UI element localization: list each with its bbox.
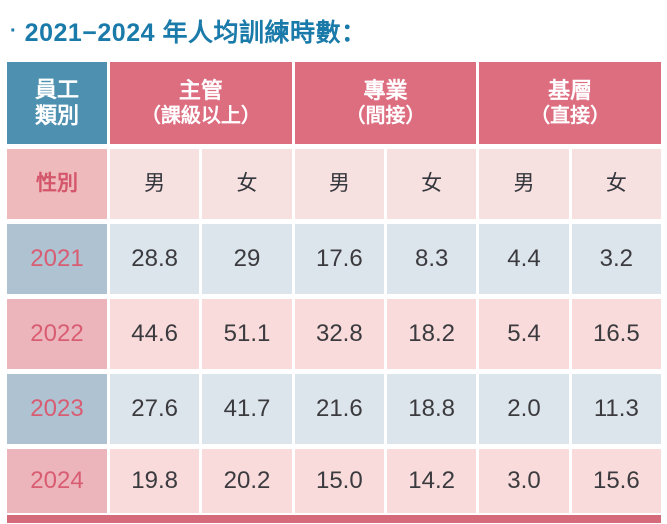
gender-header-supervisor-male: 男 <box>110 149 200 219</box>
table-cell-2023-professional-male: 21.6 <box>294 374 384 444</box>
table-cell-2024-supervisor-male: 19.8 <box>110 449 200 513</box>
table-cell-2021-professional-male: 17.6 <box>294 224 384 294</box>
gender-header-supervisor-female: 女 <box>202 149 292 219</box>
gender-header-professional-female: 女 <box>387 149 477 219</box>
table-cell-2022-supervisor-female: 51.1 <box>202 299 292 369</box>
title-text: 2021−2024 年人均訓練時數： <box>24 19 367 47</box>
table-cell-2021-supervisor-female: 29 <box>202 224 292 294</box>
group-header-professional: 專業 （間接） <box>294 62 477 144</box>
group-header-general-subtitle: （直接） <box>530 105 611 128</box>
table-cell-2021-general-male: 4.4 <box>479 224 569 294</box>
table-cell-2022-supervisor-male: 44.6 <box>110 299 200 369</box>
table-cell-2024-general-male: 3.0 <box>479 449 569 513</box>
table-cell-2022-general-male: 5.4 <box>479 299 569 369</box>
year-label-2023: 2023 <box>7 374 107 444</box>
table-cell-2024-professional-female: 14.2 <box>387 449 477 513</box>
gender-header-general-female: 女 <box>571 149 661 219</box>
year-label-2021: 2021 <box>7 224 107 294</box>
corner-header-line2: 類別 <box>34 103 79 128</box>
group-header-general-title: 基層 <box>548 77 593 103</box>
table-cell-2021-supervisor-male: 28.8 <box>110 224 200 294</box>
group-header-supervisor-title: 主管 <box>178 77 223 103</box>
group-header-professional-title: 專業 <box>363 77 408 103</box>
group-header-general: 基層 （直接） <box>479 62 661 144</box>
corner-header-employee-category: 員工 類別 <box>7 62 107 144</box>
table-cell-2023-general-male: 2.0 <box>479 374 569 444</box>
gender-row-label: 性別 <box>7 149 107 219</box>
table-cell-2024-general-female: 15.6 <box>571 449 661 513</box>
table-bottom-accent-bar <box>7 515 661 523</box>
corner-header-line1: 員工 <box>34 76 79 102</box>
training-hours-table: 員工 類別 主管 （課級以上） 專業 （間接） 基層 （直接） 性別 男 女 男… <box>7 62 661 513</box>
table-cell-2023-supervisor-male: 27.6 <box>110 374 200 444</box>
gender-header-professional-male: 男 <box>294 149 384 219</box>
table-cell-2021-general-female: 3.2 <box>571 224 661 294</box>
title-bullet: · <box>10 19 17 42</box>
table-cell-2024-professional-male: 15.0 <box>294 449 384 513</box>
page-title: · 2021−2024 年人均訓練時數： <box>0 0 667 52</box>
gender-header-general-male: 男 <box>479 149 569 219</box>
table-cell-2021-professional-female: 8.3 <box>387 224 477 294</box>
table-cell-2023-supervisor-female: 41.7 <box>202 374 292 444</box>
table-cell-2022-professional-male: 32.8 <box>294 299 384 369</box>
group-header-supervisor-subtitle: （課級以上） <box>140 105 261 128</box>
table-cell-2023-general-female: 11.3 <box>571 374 661 444</box>
year-label-2024: 2024 <box>7 449 107 513</box>
group-header-supervisor: 主管 （課級以上） <box>110 62 292 144</box>
group-header-professional-subtitle: （間接） <box>345 105 426 128</box>
table-cell-2024-supervisor-female: 20.2 <box>202 449 292 513</box>
table-cell-2022-professional-female: 18.2 <box>387 299 477 369</box>
year-label-2022: 2022 <box>7 299 107 369</box>
table-cell-2023-professional-female: 18.8 <box>387 374 477 444</box>
table-cell-2022-general-female: 16.5 <box>571 299 661 369</box>
